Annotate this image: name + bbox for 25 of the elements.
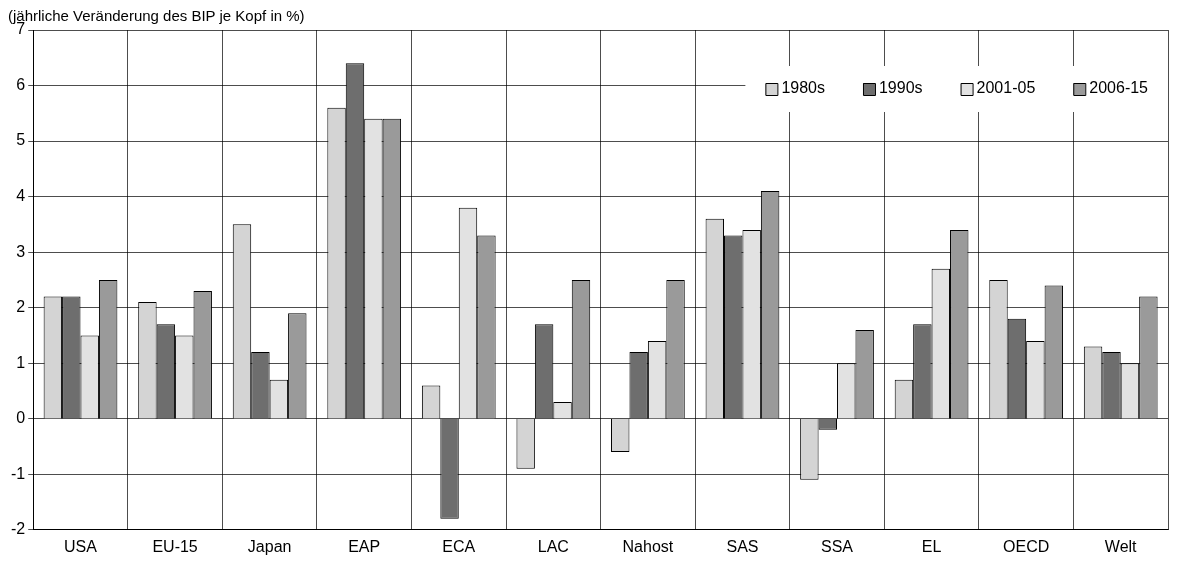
legend-label: 2001-05 (976, 79, 1036, 97)
x-tick-label: EU-15 (152, 537, 198, 555)
x-tick-label: EL (921, 537, 942, 555)
y-tick-label: 1 (16, 353, 26, 371)
y-tick-label: -2 (10, 520, 26, 538)
x-tick-label: SSA (821, 537, 854, 555)
x-tick-label: ECA (442, 537, 476, 555)
y-tick-label: 3 (16, 242, 26, 260)
y-tick-label: 2 (16, 298, 26, 316)
y-tick-label: 4 (16, 187, 26, 205)
legend-label: 1980s (781, 79, 825, 97)
y-tick-label: 6 (16, 75, 26, 93)
x-tick-label: Welt (1104, 537, 1138, 555)
x-tick-label: SAS (726, 537, 759, 555)
x-tick-label: EAP (348, 537, 381, 555)
x-tick-label: LAC (537, 537, 569, 555)
x-tick-label: USA (64, 537, 98, 555)
y-tick-label: 0 (16, 409, 26, 427)
y-tick-label: -1 (10, 464, 26, 482)
y-tick-label: 5 (16, 131, 26, 149)
x-tick-label: Nahost (622, 537, 674, 555)
x-tick-label: OECD (1003, 537, 1050, 555)
x-tick-label: Japan (247, 537, 292, 555)
legend-label: 2006-15 (1089, 79, 1149, 97)
legend-label: 1990s (878, 79, 923, 97)
